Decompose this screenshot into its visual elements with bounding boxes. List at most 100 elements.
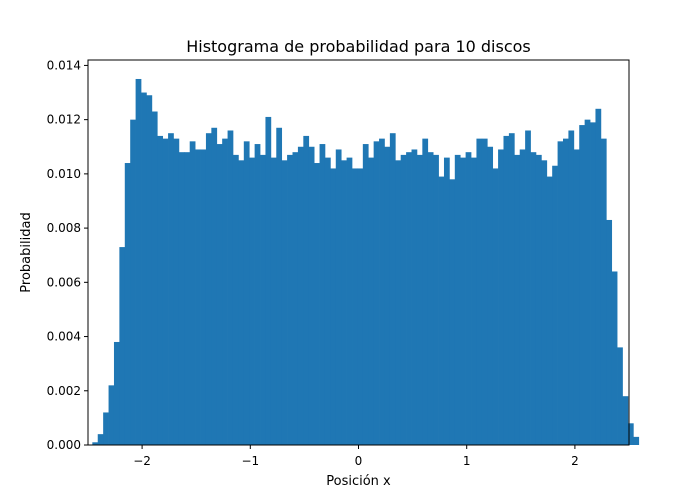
histogram-bar [162,138,169,445]
x-axis-ticks: −2 −1 0 1 2 [133,445,579,468]
histogram-bar [270,157,277,446]
histogram-bar [352,168,358,445]
histogram-bar [303,135,310,446]
y-tick-label: 0.006 [47,275,81,289]
histogram-bar [633,436,640,445]
histogram-bar [476,138,483,445]
histogram-bar [427,152,434,445]
histogram-bar [373,141,380,445]
histogram-bar [422,138,429,445]
histogram-bar [525,130,531,446]
histogram-bar [249,157,255,446]
histogram-bar [281,160,288,445]
histogram-bar [563,138,569,445]
histogram-bar [238,160,245,445]
x-tick-label: −2 [133,454,151,468]
histogram-bar [481,138,488,445]
histogram-bar [449,179,456,446]
histogram-bar [314,163,320,445]
histogram-bar [541,160,548,445]
histogram-bar [335,149,342,445]
histogram-bar [600,138,607,445]
chart-title: Histograma de probabilidad para 10 disco… [186,37,531,56]
histogram-bar [189,141,196,445]
histogram-bar [514,154,521,445]
histogram-bar [557,141,564,445]
histogram-bar [324,157,331,446]
histogram-bar [590,122,596,446]
histogram-bar [260,154,266,445]
histogram-bar [92,442,99,445]
histogram-bar [498,149,504,445]
y-tick-label: 0.004 [47,330,81,344]
histogram-bar [178,152,185,445]
histogram-bar [168,133,174,445]
y-axis-ticks: 0.000 0.002 0.004 0.006 0.008 0.010 0.012 0.014 [47,58,88,452]
histogram-bar [232,154,239,445]
histogram-bar [546,176,553,445]
histogram-bar [400,154,407,445]
histogram-bar [151,111,158,445]
histogram-bar [346,157,353,446]
histogram-bar [287,154,293,445]
histogram-bar [535,154,542,445]
y-tick-label: 0.002 [47,384,81,398]
histogram-bar [97,434,104,445]
y-tick-label: 0.008 [47,221,81,235]
histogram-bar [379,138,385,445]
histogram-bar [357,168,364,445]
histogram-bar [606,219,613,445]
histogram-bar [157,135,164,446]
histogram-bar [368,157,374,446]
histogram-bar [276,127,283,445]
histogram-bar [438,176,445,445]
histogram-bar [292,152,299,445]
y-tick-label: 0.000 [47,438,81,452]
x-tick-label: 2 [571,454,579,468]
histogram-bar [433,154,439,445]
histogram-bar [146,95,153,445]
histogram-bar [108,385,115,445]
histogram-bar [254,144,261,446]
y-tick-label: 0.010 [47,167,81,181]
histogram-bar [622,396,629,445]
histogram-bar [330,168,337,445]
histogram-bar [617,347,623,445]
histogram-bar [113,341,120,445]
y-tick-label: 0.012 [47,113,81,127]
histogram-bar [627,423,634,445]
histogram-bar [584,119,591,446]
histogram-bar [395,160,402,445]
histogram-bar [552,165,558,446]
histogram-bar [492,168,499,445]
x-tick-label: 0 [355,454,363,468]
histogram-bar [411,149,418,445]
histogram-bar [568,130,575,446]
histogram-bar [416,154,423,445]
histogram-bars [92,78,640,446]
histogram-bar [579,125,585,445]
histogram-bar [362,144,369,446]
histogram-bar [454,154,461,445]
histogram-bar [195,149,201,445]
histogram-bar [227,130,234,446]
histogram-bar [487,146,494,445]
histogram-bar [205,133,212,445]
histogram-bar [595,108,602,446]
histogram-bar [443,157,450,446]
histogram-bar [503,135,510,446]
histogram-bar [384,146,391,445]
histogram-bar [471,157,477,446]
histogram-bar [124,163,131,445]
histogram-bar [530,152,537,445]
histogram-bar [200,149,207,445]
histogram-bar [297,146,304,445]
histogram-bar [265,116,272,445]
histogram-bar [406,152,412,445]
x-axis-label: Posición x [326,474,391,489]
histogram-bar [519,149,526,445]
histogram-bar [319,144,326,446]
histogram-bar [243,141,250,445]
x-tick-label: 1 [463,454,471,468]
